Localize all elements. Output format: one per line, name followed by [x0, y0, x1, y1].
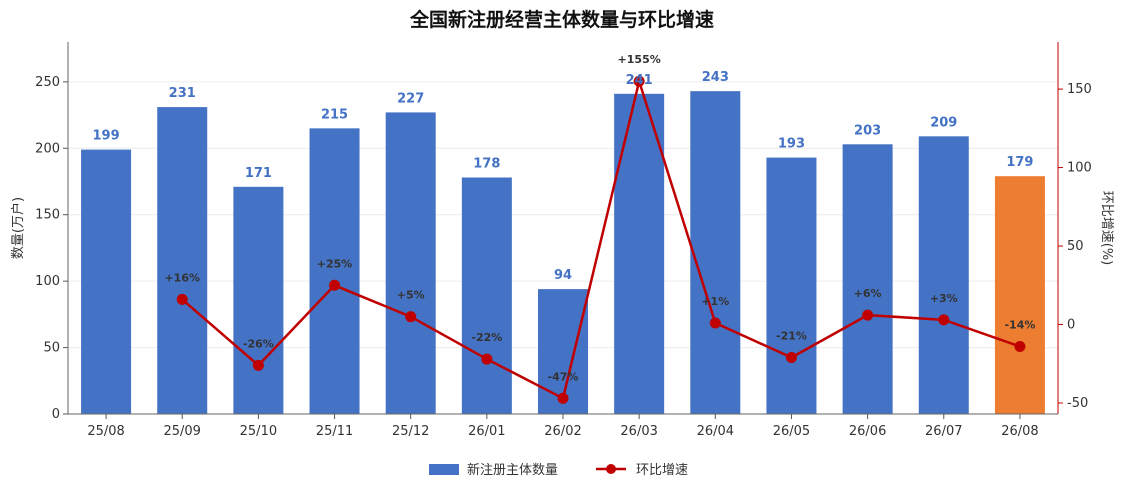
- growth-value-label: -21%: [776, 329, 807, 342]
- growth-value-label: +6%: [854, 287, 882, 300]
- y-left-tick-label: 0: [52, 407, 60, 422]
- bar: [157, 107, 207, 414]
- growth-point: [862, 310, 873, 321]
- bar-value-label: 178: [473, 157, 500, 172]
- bar-value-label: 193: [778, 137, 805, 152]
- y-left-tick-label: 100: [35, 274, 60, 289]
- growth-value-label: +5%: [397, 289, 425, 302]
- legend-line-label: 环比增速: [636, 463, 688, 478]
- y-left-tick-label: 150: [35, 208, 60, 223]
- bar-value-label: 241: [626, 73, 653, 88]
- x-tick-label: 26/04: [697, 424, 734, 439]
- y-right-tick-label: 150: [1067, 82, 1092, 97]
- x-tick-label: 26/08: [1001, 424, 1038, 439]
- y-left-tick-label: 50: [43, 341, 60, 356]
- y-left-tick-label: 250: [35, 75, 60, 90]
- growth-point: [253, 360, 264, 371]
- x-tick-label: 25/12: [392, 424, 429, 439]
- legend-bar-swatch: [429, 464, 459, 475]
- growth-point: [558, 393, 569, 404]
- growth-value-label: +16%: [164, 271, 200, 284]
- bar: [766, 158, 816, 414]
- bar: [81, 150, 131, 414]
- bar-value-label: 94: [554, 268, 572, 283]
- growth-value-label: -26%: [243, 337, 274, 350]
- bar-value-label: 179: [1006, 155, 1033, 170]
- bar-value-label: 203: [854, 123, 881, 138]
- growth-value-label: +25%: [317, 257, 353, 270]
- legend-bar-label: 新注册主体数量: [467, 462, 558, 478]
- bar: [386, 112, 436, 414]
- bar-value-label: 199: [93, 129, 120, 144]
- x-tick-label: 25/09: [163, 424, 200, 439]
- bar: [919, 136, 969, 414]
- bar-value-label: 209: [930, 115, 957, 130]
- growth-point: [177, 294, 188, 305]
- bar: [462, 178, 512, 414]
- x-tick-label: 26/01: [468, 424, 505, 439]
- x-tick-label: 26/07: [925, 424, 962, 439]
- growth-point: [1014, 341, 1025, 352]
- bar-value-label: 227: [397, 91, 424, 106]
- bar-series: [81, 91, 1045, 414]
- x-tick-label: 25/08: [87, 424, 124, 439]
- growth-point: [710, 317, 721, 328]
- growth-point: [786, 352, 797, 363]
- y-left-tick-label: 200: [35, 141, 60, 156]
- x-tick-label: 25/11: [316, 424, 353, 439]
- y-left-axis-label: 数量(万户): [10, 197, 26, 259]
- growth-point: [481, 354, 492, 365]
- growth-value-label: +155%: [618, 53, 661, 66]
- x-tick-label: 26/02: [544, 424, 581, 439]
- growth-point: [405, 311, 416, 322]
- x-tick-label: 26/05: [773, 424, 810, 439]
- growth-value-label: -14%: [1004, 319, 1035, 332]
- growth-point: [938, 314, 949, 325]
- bar: [995, 176, 1045, 414]
- bar-value-label: 215: [321, 107, 348, 122]
- growth-value-label: +1%: [701, 295, 729, 308]
- line-series: [177, 76, 1026, 404]
- bar-value-label: 231: [169, 86, 196, 101]
- bar: [690, 91, 740, 414]
- x-tick-label: 25/10: [240, 424, 277, 439]
- y-right-axis-label: 环比增速(%): [1099, 191, 1114, 266]
- x-tick-label: 26/03: [620, 424, 657, 439]
- y-right-tick-label: 100: [1067, 161, 1092, 176]
- legend: 新注册主体数量 环比增速: [429, 462, 688, 478]
- bar-value-label: 171: [245, 166, 272, 181]
- y-right-tick-label: -50: [1067, 396, 1088, 411]
- growth-value-label: -22%: [471, 331, 502, 344]
- bar: [614, 94, 664, 414]
- x-tick-label: 26/06: [849, 424, 886, 439]
- growth-line: [182, 81, 1020, 398]
- growth-value-label: -47%: [548, 370, 579, 383]
- bar: [843, 144, 893, 414]
- legend-line-marker: [606, 464, 616, 474]
- y-right-tick-label: 0: [1067, 318, 1075, 333]
- y-right-tick-label: 50: [1067, 239, 1084, 254]
- chart-title: 全国新注册经营主体数量与环比增速: [409, 8, 714, 31]
- bar-value-label: 243: [702, 70, 729, 85]
- bar: [233, 187, 283, 414]
- bar: [310, 128, 360, 414]
- growth-point: [329, 280, 340, 291]
- growth-value-label: +3%: [930, 292, 958, 305]
